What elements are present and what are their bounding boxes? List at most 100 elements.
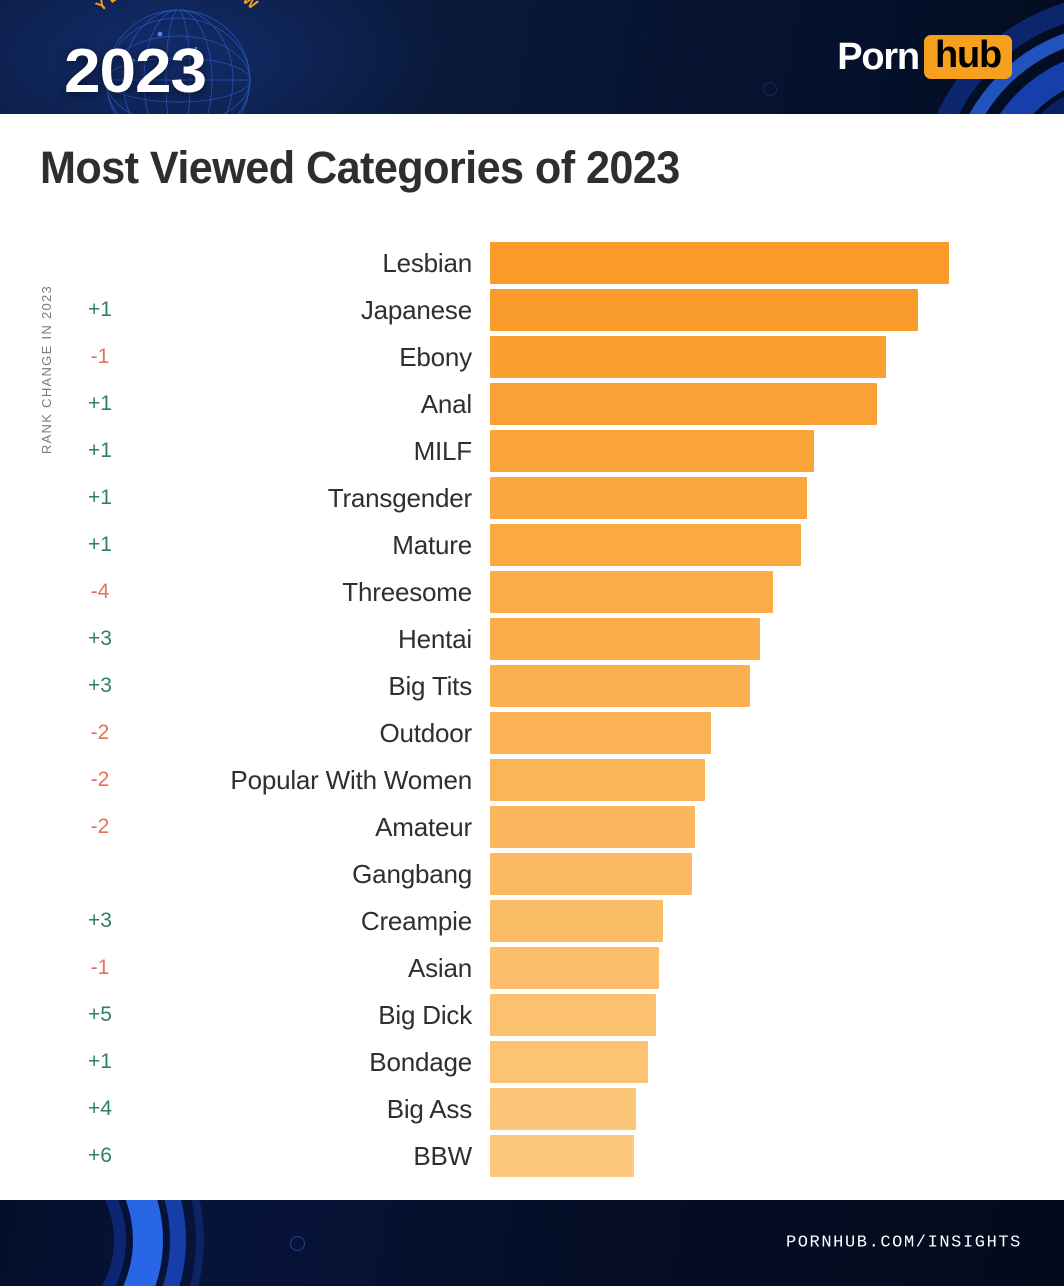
- chart-row: +1 Transgender: [0, 477, 1064, 519]
- category-bar: [490, 947, 659, 989]
- rank-change-value: [76, 242, 124, 284]
- bar-chart: Lesbian +1 Japanese -1 Ebony +1 Anal +1 MILF +1 Tr…: [0, 238, 1064, 1183]
- category-label: Bondage: [369, 1046, 472, 1077]
- category-bar: [490, 994, 656, 1036]
- header-star-dot: [470, 60, 471, 61]
- rank-change-value: +3: [88, 909, 112, 932]
- chart-row: +3 Hentai: [0, 618, 1064, 660]
- chart-row: +1 MILF: [0, 430, 1064, 472]
- category-label: Mature: [392, 529, 472, 560]
- header-circle-decoration: [763, 82, 777, 96]
- rank-change-value: -4: [90, 580, 110, 603]
- header-star-dot: [905, 18, 906, 19]
- category-label: Hentai: [398, 623, 472, 654]
- header-star-dot: [575, 75, 576, 76]
- rank-change-value: -2: [90, 721, 110, 744]
- header-star-dot: [430, 28, 431, 29]
- chart-row: +4 Big Ass: [0, 1088, 1064, 1130]
- logo-text-porn: Porn: [837, 35, 920, 78]
- footer-swirl-decoration: [0, 1200, 270, 1286]
- year-badge-2023: 2023: [64, 37, 207, 106]
- rank-change-value: -2: [90, 815, 110, 838]
- rank-change-value: +1: [88, 298, 112, 321]
- rank-change-value: -2: [90, 768, 110, 791]
- category-bar: [490, 853, 692, 895]
- chart-row: -2 Outdoor: [0, 712, 1064, 754]
- category-bar: [490, 1088, 636, 1130]
- chart-row: -1 Ebony: [0, 336, 1064, 378]
- category-bar: [490, 1135, 634, 1177]
- page-header: YEAR IN REVIEW 2023 Porn hub: [0, 0, 1064, 114]
- header-star-dot: [700, 56, 701, 57]
- category-label: Japanese: [360, 294, 472, 325]
- rank-change-value: +1: [88, 439, 112, 462]
- rank-change-value: +1: [88, 1050, 112, 1073]
- footer-circle-decoration: [290, 1236, 305, 1251]
- chart-row: +1 Anal: [0, 383, 1064, 425]
- category-bar: [490, 1041, 648, 1083]
- header-star-dot: [520, 18, 521, 19]
- category-bar: [490, 477, 807, 519]
- category-bar: [490, 712, 711, 754]
- chart-row: +1 Japanese: [0, 289, 1064, 331]
- chart-row: -2 Amateur: [0, 806, 1064, 848]
- category-label: Ebony: [399, 341, 472, 372]
- chart-row: -1 Asian: [0, 947, 1064, 989]
- category-bar: [490, 289, 918, 331]
- category-bar: [490, 524, 801, 566]
- rank-change-value: +6: [88, 1144, 112, 1167]
- category-bar: [490, 430, 814, 472]
- category-label: Outdoor: [379, 717, 472, 748]
- category-bar: [490, 900, 663, 942]
- header-star-dot: [760, 22, 761, 23]
- category-label: Big Dick: [378, 999, 472, 1030]
- chart-row: +6 BBW: [0, 1135, 1064, 1177]
- logo-text-hub: hub: [923, 35, 1012, 79]
- header-star-dot: [830, 92, 831, 93]
- page-footer: PORNHUB.COM/INSIGHTS: [0, 1200, 1064, 1286]
- rank-change-value: [76, 853, 124, 895]
- chart-row: +3 Creampie: [0, 900, 1064, 942]
- category-label: Lesbian: [382, 247, 472, 278]
- category-label: Threesome: [342, 576, 472, 607]
- page-title: Most Viewed Categories of 2023: [40, 142, 680, 193]
- header-star-dot: [360, 46, 361, 47]
- globe-wireframe-icon: [88, 8, 268, 114]
- chart-row: +1 Mature: [0, 524, 1064, 566]
- header-star-dot: [250, 20, 251, 21]
- category-bar: [490, 665, 750, 707]
- category-label: MILF: [413, 435, 473, 466]
- rank-change-value: +1: [88, 392, 112, 415]
- rank-change-value: +4: [88, 1097, 112, 1120]
- category-label: Asian: [407, 952, 472, 983]
- chart-row: Lesbian: [0, 242, 1064, 284]
- rank-change-value: +1: [88, 533, 112, 556]
- category-bar: [490, 618, 760, 660]
- category-label: Big Ass: [386, 1093, 473, 1124]
- chart-row: -2 Popular With Women: [0, 759, 1064, 801]
- rank-change-value: +3: [88, 627, 112, 650]
- category-label: BBW: [413, 1140, 472, 1171]
- chart-row: +5 Big Dick: [0, 994, 1064, 1036]
- rank-change-value: -1: [90, 956, 110, 979]
- footer-url[interactable]: PORNHUB.COM/INSIGHTS: [785, 1233, 1022, 1253]
- rank-change-value: +5: [88, 1003, 112, 1026]
- rank-change-value: +3: [88, 674, 112, 697]
- chart-row: -4 Threesome: [0, 571, 1064, 613]
- header-star-dot: [640, 34, 641, 35]
- category-bar: [490, 571, 773, 613]
- header-star-dot: [300, 95, 301, 96]
- category-bar: [490, 806, 695, 848]
- chart-row: +3 Big Tits: [0, 665, 1064, 707]
- chart-row: +1 Bondage: [0, 1041, 1064, 1083]
- category-label: Creampie: [360, 905, 472, 936]
- rank-change-value: +1: [88, 486, 112, 509]
- category-bar: [490, 759, 705, 801]
- category-label: Gangbang: [352, 858, 472, 889]
- category-label: Big Tits: [388, 670, 472, 701]
- category-label: Popular With Women: [230, 764, 472, 795]
- pornhub-logo[interactable]: Porn hub: [837, 34, 1012, 80]
- header-star-dot: [200, 100, 201, 101]
- category-label: Transgender: [327, 482, 472, 513]
